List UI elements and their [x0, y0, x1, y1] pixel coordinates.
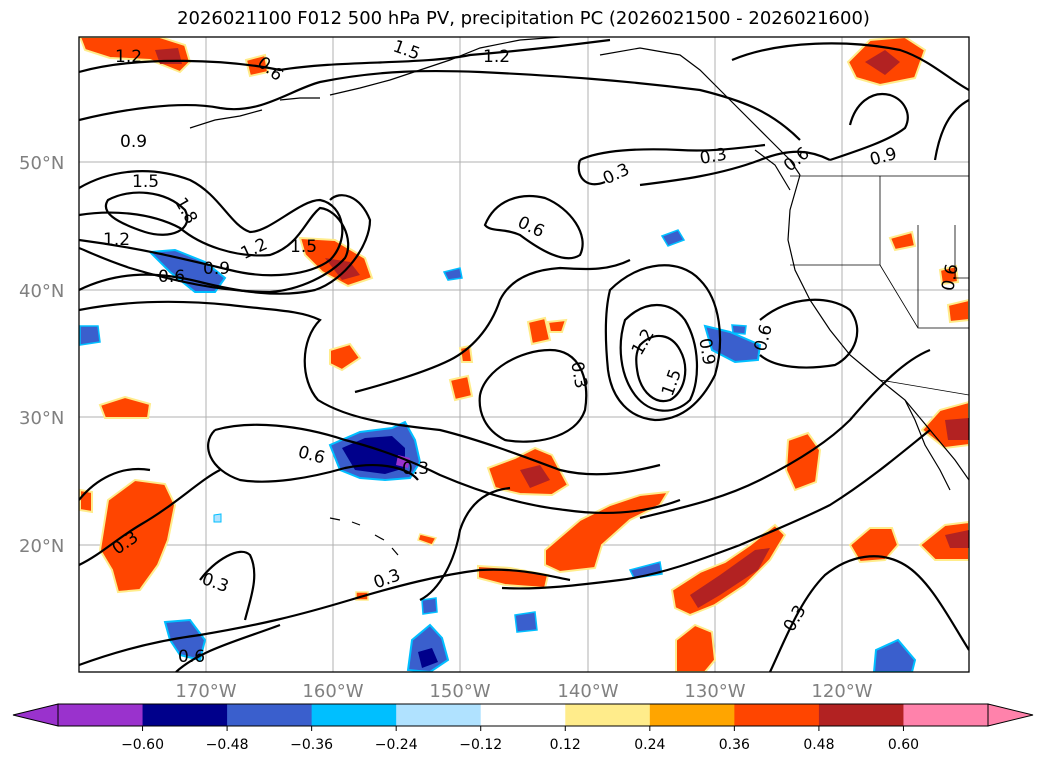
precip-patch-neg [418, 648, 438, 668]
lon-label: 130°W [684, 681, 745, 702]
precip-patch-pos [544, 490, 670, 574]
precip-patch-neg [147, 248, 227, 293]
precip-patch-pos [938, 264, 960, 286]
colorbar-tick-label: 0.60 [888, 737, 919, 753]
precip-patch-neg [872, 638, 917, 672]
lon-label: 150°W [429, 681, 490, 702]
precip-patch-pos [98, 478, 177, 594]
colorbar-arrow-low [12, 703, 59, 727]
precip-patch-pos [675, 623, 717, 672]
precip-patch-pos [520, 465, 550, 488]
precip-patch-pos [888, 230, 917, 252]
precip-patch-neg [421, 597, 438, 615]
precip-positive-patches [79, 37, 969, 672]
colorbar-segment [903, 704, 989, 726]
colorbar-segments [58, 704, 989, 726]
contour-label: 1.2 [103, 230, 130, 250]
colorbar-segment [480, 704, 566, 726]
precip-patch-pos [448, 374, 474, 402]
contour-label: 1.5 [132, 172, 159, 192]
precip-patch-pos [946, 298, 969, 324]
colorbar-tick-label: −0.24 [375, 737, 418, 753]
colorbar-ticks: −0.60 −0.48 −0.36 −0.24 −0.12 0.12 0.24 0.36 0.4… [121, 726, 919, 753]
map-title: 2026021100 F012 500 hPa PV, precipitatio… [177, 8, 870, 29]
colorbar-arrow-high [987, 703, 1034, 727]
longitude-labels: 170°W 160°W 150°W 140°W 130°W 120°W [175, 681, 872, 702]
colorbar-segment [734, 704, 820, 726]
colorbar-tick-label: 0.36 [719, 737, 750, 753]
colorbar-segment [649, 704, 735, 726]
precip-patch-pos [325, 258, 360, 280]
colorbar-tick-label: −0.36 [290, 737, 333, 753]
precip-patch-pos [417, 533, 438, 546]
colorbar-segment [311, 704, 397, 726]
colorbar: −0.60 −0.48 −0.36 −0.24 −0.12 0.12 0.24 0.36 0.4… [12, 703, 1034, 753]
precip-patch-pos [848, 527, 900, 564]
state-borders [790, 175, 969, 396]
contour-label: 0.3 [566, 360, 590, 390]
precip-patch-neg [514, 611, 538, 633]
precip-patch-neg [213, 513, 222, 523]
precip-patch-neg [406, 623, 450, 672]
lat-label: 40°N [19, 281, 64, 302]
precip-patch-pos [98, 395, 152, 419]
colorbar-tick-label: −0.60 [121, 737, 164, 753]
colorbar-segment [818, 704, 904, 726]
precip-patch-pos [945, 530, 969, 548]
lat-label: 50°N [19, 153, 64, 174]
precip-patch-neg [660, 229, 686, 247]
contour-label: 0.6 [178, 647, 205, 667]
precip-patch-pos [784, 431, 822, 492]
colorbar-segment [396, 704, 482, 726]
precip-patch-pos [945, 418, 969, 440]
contour-label: 1.2 [483, 47, 510, 67]
map-content: 1.2 1.5 0.9 1.2 1.5 1.8 1.2 0.6 0.9 1.2 … [79, 37, 969, 672]
colorbar-frame [57, 703, 989, 727]
precip-patch-neg [731, 324, 747, 335]
lon-label: 160°W [302, 681, 363, 702]
lat-label: 20°N [19, 536, 64, 557]
colorbar-segment [227, 704, 313, 726]
latitude-labels: 50°N 40°N 30°N 20°N [19, 153, 64, 557]
lat-label: 30°N [19, 408, 64, 429]
precip-patch-pos [329, 342, 362, 372]
pv-contours [79, 38, 969, 672]
colorbar-tick-label: −0.48 [206, 737, 249, 753]
contour-label: 0.3 [402, 459, 429, 479]
colorbar-tick-label: 0.24 [634, 737, 665, 753]
lon-label: 140°W [557, 681, 618, 702]
contour-label: 0.9 [694, 337, 718, 367]
colorbar-segment [142, 704, 228, 726]
contour-label: 0.9 [120, 132, 147, 152]
lon-label: 170°W [175, 681, 236, 702]
precip-patch-pos [918, 520, 969, 561]
precip-patch-pos [526, 316, 552, 346]
contour-label: 0.6 [938, 262, 962, 292]
colorbar-segment [58, 704, 144, 726]
precip-patch-pos [690, 548, 770, 608]
precip-patch-neg [79, 325, 101, 346]
precip-patch-neg [342, 436, 405, 474]
precip-patch-pos [865, 50, 900, 75]
precip-patch-neg [442, 267, 463, 281]
precip-patch-pos [458, 344, 474, 363]
colorbar-segment [565, 704, 651, 726]
lon-label: 120°W [811, 681, 872, 702]
contour-label: 1.5 [290, 237, 317, 257]
contour-label: 0.9 [203, 259, 230, 279]
contour-label: 1.2 [115, 47, 142, 67]
map-frame [78, 36, 970, 673]
colorbar-tick-label: −0.12 [459, 737, 502, 753]
precip-patch-pos [546, 318, 568, 333]
colorbar-tick-label: 0.48 [803, 737, 834, 753]
contour-label: 0.6 [158, 267, 185, 287]
colorbar-tick-label: 0.12 [550, 737, 581, 753]
contour-label: 0.3 [698, 145, 728, 169]
